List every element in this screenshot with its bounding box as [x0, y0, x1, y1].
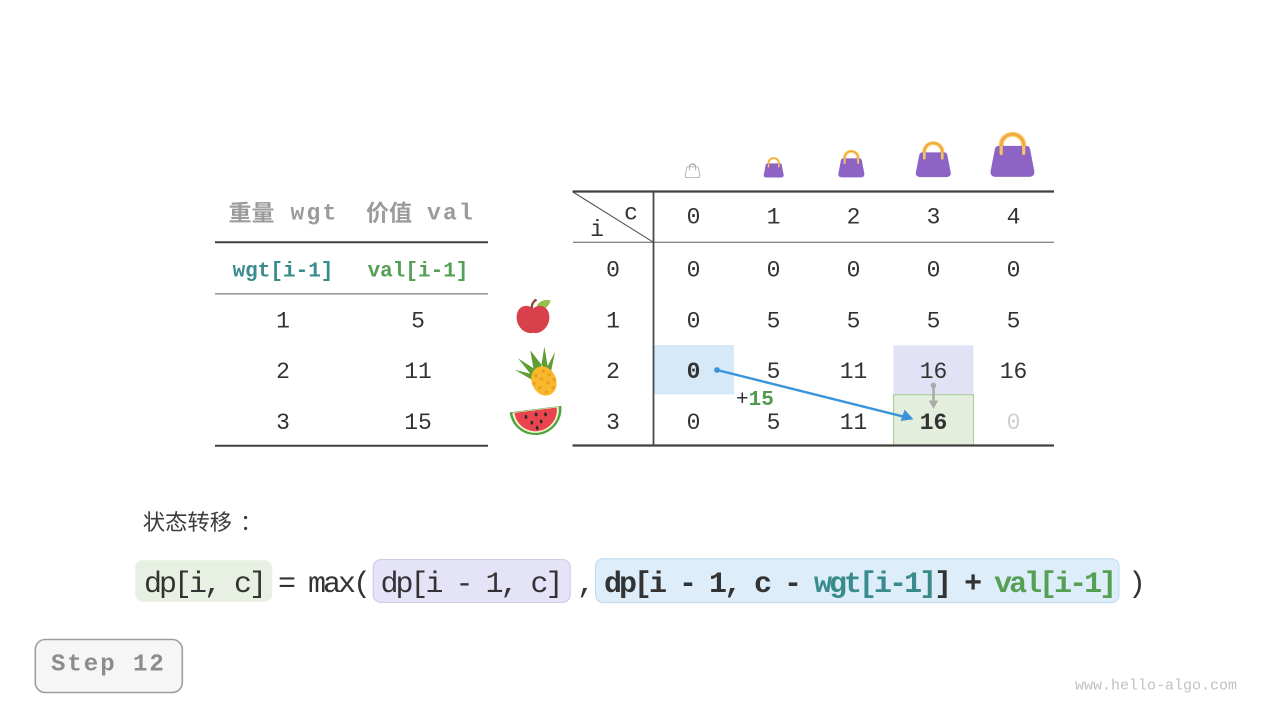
svg-text:5: 5 — [767, 410, 781, 436]
svg-text:2: 2 — [276, 359, 290, 385]
svg-text:0: 0 — [1007, 410, 1021, 436]
svg-text:3: 3 — [927, 205, 941, 231]
svg-text:val[i-1]: val[i-1] — [368, 261, 469, 284]
svg-text:Step 12: Step 12 — [51, 652, 166, 679]
svg-text:4: 4 — [1007, 205, 1021, 231]
svg-text:5: 5 — [847, 308, 861, 334]
svg-text:16: 16 — [1000, 359, 1028, 385]
svg-text:0: 0 — [687, 205, 701, 231]
svg-text:2: 2 — [606, 359, 620, 385]
svg-text:c: c — [624, 201, 638, 227]
svg-text:val: val — [427, 201, 475, 227]
svg-text:1: 1 — [767, 205, 781, 231]
svg-text:dp[i - 1, c]: dp[i - 1, c] — [381, 568, 561, 602]
svg-text:5: 5 — [767, 359, 781, 385]
svg-text:0: 0 — [1007, 258, 1021, 284]
svg-text:0: 0 — [687, 258, 701, 284]
svg-text:3: 3 — [606, 410, 620, 436]
svg-text:0: 0 — [687, 410, 701, 436]
svg-text:16: 16 — [920, 410, 948, 436]
svg-text:0: 0 — [847, 258, 861, 284]
svg-text:15: 15 — [404, 410, 432, 436]
svg-text:+15: +15 — [736, 389, 774, 412]
svg-text:11: 11 — [840, 410, 868, 436]
svg-text:5: 5 — [1007, 308, 1021, 334]
svg-text:3: 3 — [276, 410, 290, 436]
svg-text:0: 0 — [767, 258, 781, 284]
svg-text:0: 0 — [687, 359, 701, 385]
svg-text:11: 11 — [404, 359, 432, 385]
svg-text:= max(: = max( — [278, 568, 368, 602]
svg-text:wgt[i-1]: wgt[i-1] — [233, 261, 334, 284]
svg-text:5: 5 — [767, 308, 781, 334]
svg-text:5: 5 — [927, 308, 941, 334]
svg-text:,: , — [577, 568, 592, 602]
svg-text:2: 2 — [847, 205, 861, 231]
svg-text:i: i — [590, 217, 604, 243]
svg-text:1: 1 — [606, 308, 620, 334]
svg-text:0: 0 — [927, 258, 941, 284]
svg-text:11: 11 — [840, 359, 868, 385]
svg-text:): ) — [1128, 568, 1143, 602]
svg-text:dp[i - 1, c - wgt[i-1]] + val[: dp[i - 1, c - wgt[i-1]] + val[i-1] — [604, 568, 1114, 602]
svg-text:wgt: wgt — [291, 201, 339, 227]
svg-text:www.hello-algo.com: www.hello-algo.com — [1075, 678, 1237, 695]
svg-text:0: 0 — [687, 308, 701, 334]
svg-text:5: 5 — [411, 308, 425, 334]
svg-text:dp[i, c]: dp[i, c] — [144, 568, 264, 602]
svg-text:1: 1 — [276, 308, 290, 334]
svg-text:0: 0 — [606, 258, 620, 284]
svg-text:16: 16 — [920, 359, 948, 385]
